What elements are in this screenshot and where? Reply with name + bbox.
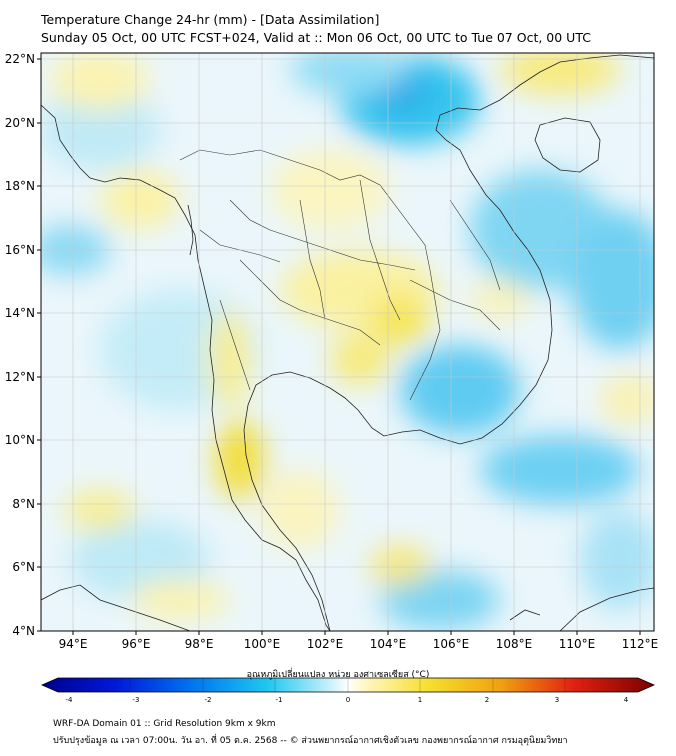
lat-label: 12°N <box>5 370 35 384</box>
colorbar-ticks: -4 -3 -2 -1 0 1 2 3 4 <box>66 696 629 704</box>
footer-domain-info: WRF-DA Domain 01 :: Grid Resolution 9km … <box>53 719 276 729</box>
lon-label: 112°E <box>622 637 659 651</box>
lat-label: 22°N <box>5 52 35 66</box>
country-borders <box>179 149 501 401</box>
lat-label: 16°N <box>5 243 35 257</box>
map-subtitle: Sunday 05 Oct, 00 UTC FCST+024, Valid at… <box>41 30 591 45</box>
lat-label: 18°N <box>5 179 35 193</box>
lat-label: 14°N <box>5 306 35 320</box>
lon-label: 94°E <box>59 637 88 651</box>
lat-ticks <box>37 58 41 632</box>
map-frame <box>40 52 655 632</box>
coastlines <box>41 54 654 631</box>
lon-label: 96°E <box>122 637 151 651</box>
lon-labels: 94°E 96°E 98°E 100°E 102°E 104°E 106°E 1… <box>59 637 659 651</box>
colorbar-tick: 4 <box>624 696 629 704</box>
colorbar-tick: -2 <box>205 696 212 704</box>
mainland-coastline <box>41 104 331 631</box>
lon-label: 108°E <box>496 637 533 651</box>
colorbar-tick: -1 <box>276 696 283 704</box>
lon-label: 106°E <box>433 637 470 651</box>
colorbar-tick: 0 <box>346 696 350 704</box>
lat-label: 4°N <box>12 624 35 638</box>
colorbar-tick: 1 <box>418 696 422 704</box>
lat-label: 6°N <box>12 560 35 574</box>
sumatra-coast <box>41 584 191 631</box>
colorbar-tick: -3 <box>133 696 140 704</box>
colorbar-label: อุณหภูมิเปลี่ยนแปลง หน่วย องศาเซลเซียส (… <box>246 670 430 680</box>
lon-label: 100°E <box>244 637 281 651</box>
colorbar-tick: 2 <box>485 696 489 704</box>
lat-label: 8°N <box>12 497 35 511</box>
colorbar-tick: -4 <box>66 696 74 704</box>
graticule <box>41 53 654 631</box>
lon-label: 102°E <box>307 637 344 651</box>
andaman-islands <box>187 204 194 256</box>
temperature-shading <box>41 53 654 631</box>
colorbar-tick: 3 <box>555 696 559 704</box>
borneo-coast <box>559 587 654 631</box>
map-title: Temperature Change 24-hr (mm) - [Data As… <box>41 12 380 27</box>
colorbar-bar <box>41 677 655 693</box>
lon-label: 98°E <box>185 637 214 651</box>
colorbar-segments <box>129 678 566 692</box>
hainan-coast <box>534 117 601 173</box>
gulf-coastline <box>243 54 654 631</box>
lat-label: 10°N <box>5 433 35 447</box>
footer-update-info: ปรับปรุงข้อมูล ณ เวลา 07:00น. วัน อา. ที… <box>53 736 568 746</box>
lon-ticks <box>72 631 641 635</box>
lon-label: 104°E <box>370 637 407 651</box>
lat-label: 20°N <box>5 116 35 130</box>
sri-islands <box>509 609 541 621</box>
colorbar: -4 -3 -2 -1 0 1 2 3 4 <box>41 677 655 704</box>
lat-labels: 22°N 20°N 18°N 16°N 14°N 12°N 10°N 8°N 6… <box>5 52 35 638</box>
lon-label: 110°E <box>559 637 596 651</box>
